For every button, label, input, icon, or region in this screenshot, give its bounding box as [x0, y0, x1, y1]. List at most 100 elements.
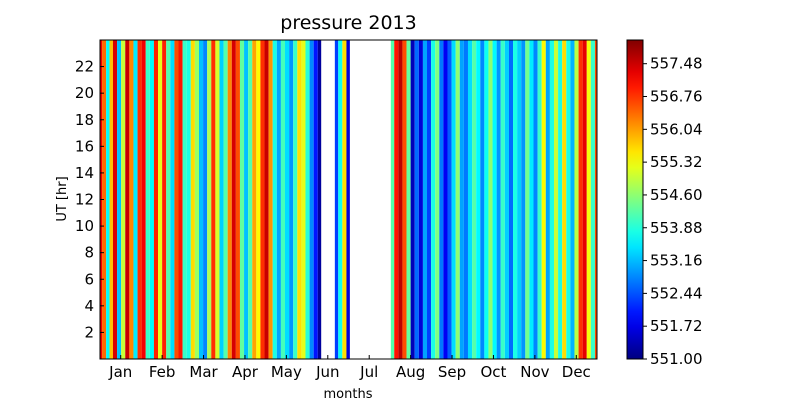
heatmap-column	[455, 40, 460, 359]
heatmap-column	[492, 40, 497, 359]
heatmap-column	[145, 40, 150, 359]
heatmap-column	[207, 40, 212, 359]
x-axis-label: months	[324, 387, 373, 400]
colorbar-tick-label: 552.44	[650, 284, 703, 302]
y-axis: 2 4 6 8 10 12 14 16 18 20 22	[75, 58, 104, 341]
heatmap-column	[109, 40, 113, 359]
colorbar-tick-label: 556.04	[650, 120, 703, 138]
y-tick-label: 18	[75, 111, 94, 129]
heatmap-column	[574, 40, 579, 359]
heatmap-column	[402, 40, 407, 359]
heatmap-column	[342, 40, 347, 359]
heatmap-column	[443, 40, 448, 359]
heatmap-column	[174, 40, 179, 359]
x-tick-label: Nov	[520, 363, 549, 381]
heatmap-column	[264, 40, 269, 359]
heatmap-column	[553, 40, 559, 359]
heatmap-column	[260, 40, 265, 359]
heatmap-column	[121, 40, 126, 359]
heatmap-column	[239, 40, 245, 359]
heatmap-column	[476, 40, 481, 359]
heatmap-column	[162, 40, 167, 359]
heatmap-column	[517, 40, 522, 359]
heatmap-column	[280, 40, 286, 359]
x-tick-label: Mar	[189, 363, 218, 381]
missing-data-gap	[349, 40, 391, 359]
y-tick-label: 10	[75, 217, 94, 235]
heatmap-column	[301, 40, 306, 359]
heatmap-column	[463, 40, 468, 359]
heatmap-column	[459, 40, 464, 359]
heatmap-column	[549, 40, 554, 359]
colorbar	[626, 39, 644, 360]
heatmap-column	[194, 40, 199, 359]
heatmap-column	[227, 40, 232, 359]
y-tick-label: 2	[84, 323, 94, 341]
heatmap-column	[203, 40, 208, 359]
colorbar-tick-label: 557.48	[650, 55, 703, 73]
x-tick-label: Jun	[315, 363, 339, 381]
heatmap-column	[235, 40, 240, 359]
heatmap-column	[211, 40, 216, 359]
heatmap-column	[141, 40, 146, 359]
y-tick-label: 12	[75, 191, 94, 209]
heatmap-column	[504, 40, 509, 359]
colorbar-tick-label: 551.00	[650, 350, 703, 368]
y-tick-label: 20	[75, 84, 94, 102]
heatmap-column	[594, 40, 597, 359]
heatmap-column	[521, 40, 526, 359]
heatmap-column	[248, 40, 253, 359]
heatmap-column	[537, 40, 542, 359]
heatmap-column	[102, 40, 107, 359]
colorbar-tick-label: 556.76	[650, 88, 703, 106]
heatmap-column	[472, 40, 477, 359]
heatmap-column	[570, 40, 575, 359]
heatmap-column	[158, 40, 163, 359]
heatmap-column	[190, 40, 195, 359]
heatmap-column	[410, 40, 415, 359]
heatmap-column	[313, 40, 318, 359]
heatmap-column	[525, 40, 530, 359]
heatmap-column	[297, 40, 302, 359]
heatmap-column	[586, 40, 591, 359]
heatmap-column	[582, 40, 587, 359]
y-tick-label: 4	[84, 297, 94, 315]
y-tick-label: 8	[84, 244, 94, 262]
heatmap-column	[508, 40, 514, 359]
heatmap-column	[285, 40, 290, 359]
y-tick-label: 16	[75, 137, 94, 155]
heatmap-column	[186, 40, 191, 359]
x-tick-label: Apr	[232, 363, 259, 381]
heatmap-column	[435, 40, 440, 359]
heatmap-column	[289, 40, 294, 359]
heatmap-column	[398, 40, 403, 359]
heatmap-column	[129, 40, 134, 359]
y-tick-label: 6	[84, 270, 94, 288]
heatmap-column	[513, 40, 518, 359]
heatmap-column	[488, 40, 493, 359]
heatmap-column	[178, 40, 183, 359]
y-tick-label: 14	[75, 164, 94, 182]
heatmap-column	[427, 40, 432, 359]
heatmap-column	[414, 40, 419, 359]
x-tick-label: Feb	[149, 363, 176, 381]
heatmap-column	[125, 40, 130, 359]
missing-data-gap	[321, 40, 335, 359]
heatmap-column	[529, 40, 534, 359]
chart-title: pressure 2013	[280, 12, 417, 34]
heatmap-column	[231, 40, 236, 359]
heatmap-column	[182, 40, 187, 359]
heatmap-column	[117, 40, 122, 359]
x-tick-label: Sep	[438, 363, 466, 381]
x-tick-label: Jul	[359, 363, 378, 381]
heatmap-column	[496, 40, 501, 359]
heatmap-column	[244, 40, 249, 359]
heatmap-column	[562, 40, 567, 359]
heatmap-column	[223, 40, 228, 359]
heatmap-column	[276, 40, 281, 359]
heatmap-column	[541, 40, 546, 359]
x-tick-label: Jan	[108, 363, 132, 381]
heatmap-column	[106, 40, 110, 359]
colorbar-ticks: 551.00 551.72 552.44 553.16 553.88 554.60 555.…	[643, 55, 703, 368]
